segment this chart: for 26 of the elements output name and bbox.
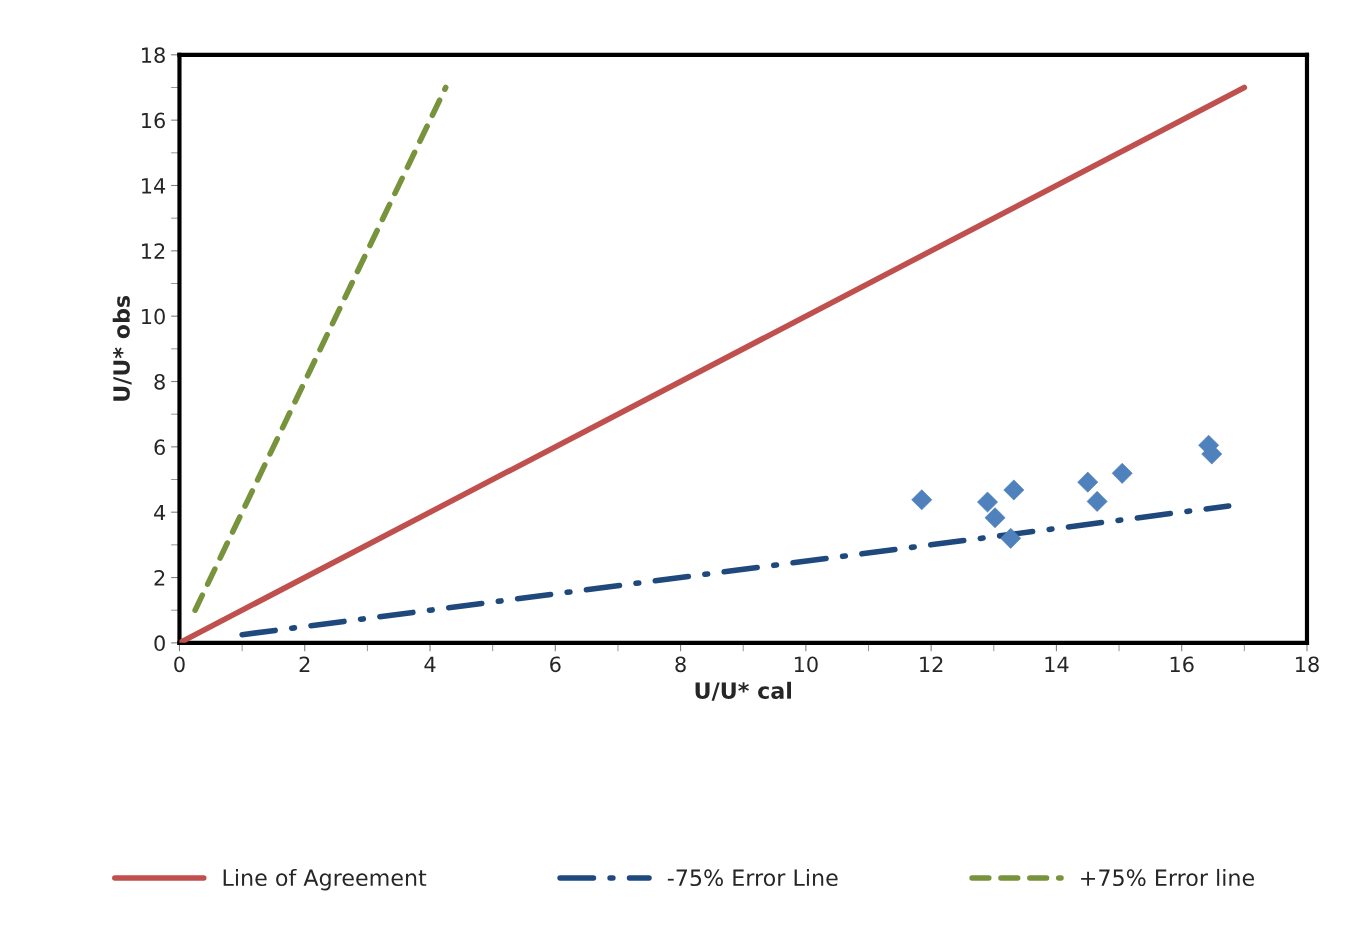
x-tick-label: 2 — [299, 656, 310, 672]
y-tick-label: 18 — [142, 47, 165, 64]
legend-label: -75% Error Line — [667, 868, 838, 887]
x-tick-label: 0 — [174, 656, 185, 673]
x-tick-label: 4 — [424, 656, 436, 672]
x-tick-label: 18 — [1296, 656, 1319, 673]
y-axis-title: U/U* obs — [112, 295, 132, 401]
y-tick-label: 12 — [142, 243, 165, 259]
x-tick-label: 8 — [675, 656, 686, 673]
y-tick-label: 10 — [142, 308, 165, 325]
x-tick-label: 16 — [1170, 656, 1194, 673]
legend-label: +75% Error line — [1081, 868, 1254, 887]
y-tick-label: 4 — [154, 504, 166, 521]
y-tick-label: 6 — [154, 439, 165, 456]
x-tick-label: 12 — [920, 656, 943, 672]
x-tick-label: 6 — [550, 656, 561, 673]
x-tick-label: 10 — [794, 656, 818, 673]
x-tick-label: 14 — [1045, 656, 1069, 672]
legend-label: Line of Agreement — [223, 868, 427, 891]
y-tick-label: 16 — [142, 112, 165, 129]
y-tick-label: 2 — [154, 569, 165, 586]
y-tick-label: 0 — [154, 635, 165, 652]
y-tick-label: 8 — [154, 373, 165, 390]
x-axis-title: U/U* cal — [695, 681, 792, 701]
point — [1077, 471, 1099, 493]
y-tick-label: 14 — [142, 178, 166, 194]
